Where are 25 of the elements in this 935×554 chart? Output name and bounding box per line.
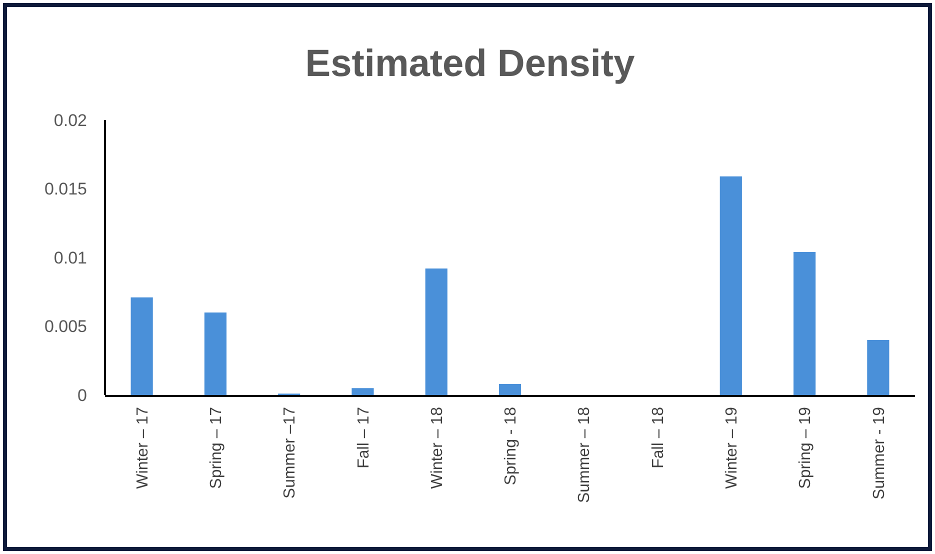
bar [425, 268, 448, 395]
bar [867, 340, 890, 395]
x-tick-label: Spring - 18 [502, 406, 520, 486]
chart-title: Estimated Density [305, 43, 635, 85]
x-tick-label: Summer - 19 [870, 406, 888, 500]
y-tick-label: 0 [78, 386, 87, 405]
bar [130, 297, 153, 395]
x-tick-label: Winter – 18 [428, 406, 446, 489]
x-tick-label: Fall – 17 [355, 406, 372, 468]
x-tick-label: Summer –17 [282, 406, 299, 499]
bar [204, 312, 226, 395]
y-tick-label: 0.02 [54, 110, 87, 130]
bar [720, 176, 742, 395]
x-tick-label: Winter – 19 [724, 406, 741, 489]
y-tick-label: 0.015 [44, 180, 87, 199]
y-tick-label: 0.01 [54, 248, 87, 268]
bar [794, 252, 816, 395]
y-tick-label: 0.005 [44, 317, 87, 336]
bar [498, 384, 522, 395]
x-tick-label: Fall – 18 [650, 406, 667, 468]
x-tick-label: Spring – 17 [208, 406, 226, 489]
x-tick-label: Winter – 17 [134, 406, 152, 489]
x-tick-label: Summer – 18 [576, 406, 594, 504]
bar [352, 388, 374, 395]
x-tick-label: Spring – 19 [797, 406, 814, 489]
